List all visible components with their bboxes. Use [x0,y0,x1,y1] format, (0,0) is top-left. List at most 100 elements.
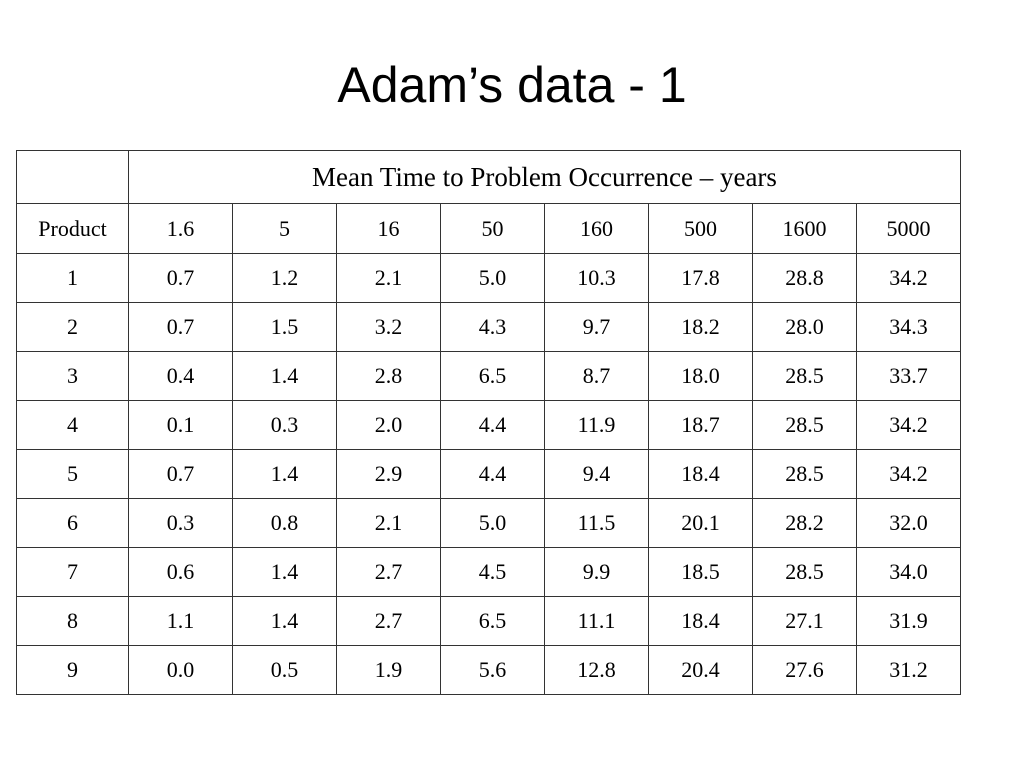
value-cell: 4.4 [440,400,545,450]
value-cell: 4.5 [440,547,545,597]
column-header: 160 [544,203,649,254]
column-header: 5000 [856,203,961,254]
value-cell: 3.2 [336,302,441,352]
value-cell: 9.4 [544,449,649,499]
value-cell: 12.8 [544,645,649,695]
value-cell: 9.7 [544,302,649,352]
value-cell: 11.9 [544,400,649,450]
value-cell: 34.0 [856,547,961,597]
value-cell: 34.2 [856,449,961,499]
value-cell: 0.6 [128,547,233,597]
column-header: 5 [232,203,337,254]
value-cell: 28.0 [752,302,857,352]
product-cell: 6 [16,498,129,548]
table-row: 8 1.1 1.4 2.7 6.5 11.1 18.4 27.1 31.9 [16,596,961,646]
slide-title: Adam’s data - 1 [337,57,687,113]
value-cell: 0.1 [128,400,233,450]
value-cell: 4.4 [440,449,545,499]
value-cell: 27.6 [752,645,857,695]
table-row: 2 0.7 1.5 3.2 4.3 9.7 18.2 28.0 34.3 [16,302,961,352]
value-cell: 20.1 [648,498,753,548]
value-cell: 1.4 [232,547,337,597]
value-cell: 2.7 [336,547,441,597]
value-cell: 0.8 [232,498,337,548]
product-cell: 3 [16,351,129,401]
value-cell: 2.1 [336,253,441,303]
value-cell: 32.0 [856,498,961,548]
table-body: Mean Time to Problem Occurrence – years … [16,150,961,695]
value-cell: 10.3 [544,253,649,303]
value-cell: 1.1 [128,596,233,646]
value-cell: 18.0 [648,351,753,401]
product-cell: 2 [16,302,129,352]
table-row: 1 0.7 1.2 2.1 5.0 10.3 17.8 28.8 34.2 [16,253,961,303]
value-cell: 18.5 [648,547,753,597]
product-cell: 5 [16,449,129,499]
value-cell: 28.5 [752,449,857,499]
product-cell: 4 [16,400,129,450]
product-cell: 7 [16,547,129,597]
value-cell: 1.2 [232,253,337,303]
table-row: 9 0.0 0.5 1.9 5.6 12.8 20.4 27.6 31.2 [16,645,961,695]
data-table: Mean Time to Problem Occurrence – years … [16,150,961,695]
column-header: Product [16,203,129,254]
value-cell: 6.5 [440,351,545,401]
value-cell: 34.3 [856,302,961,352]
value-cell: 2.0 [336,400,441,450]
value-cell: 0.3 [232,400,337,450]
value-cell: 34.2 [856,400,961,450]
value-cell: 33.7 [856,351,961,401]
value-cell: 2.8 [336,351,441,401]
value-cell: 1.9 [336,645,441,695]
value-cell: 28.2 [752,498,857,548]
value-cell: 6.5 [440,596,545,646]
value-cell: 11.5 [544,498,649,548]
value-cell: 27.1 [752,596,857,646]
value-cell: 5.6 [440,645,545,695]
value-cell: 20.4 [648,645,753,695]
value-cell: 2.9 [336,449,441,499]
value-cell: 18.4 [648,596,753,646]
value-cell: 1.5 [232,302,337,352]
column-header: 1600 [752,203,857,254]
column-header-row: Product 1.6 5 16 50 160 500 1600 5000 [16,203,961,254]
value-cell: 2.7 [336,596,441,646]
value-cell: 18.4 [648,449,753,499]
table-row: 3 0.4 1.4 2.8 6.5 8.7 18.0 28.5 33.7 [16,351,961,401]
column-header: 16 [336,203,441,254]
value-cell: 31.9 [856,596,961,646]
value-cell: 1.4 [232,351,337,401]
value-cell: 9.9 [544,547,649,597]
table-row: 7 0.6 1.4 2.7 4.5 9.9 18.5 28.5 34.0 [16,547,961,597]
table-row: 5 0.7 1.4 2.9 4.4 9.4 18.4 28.5 34.2 [16,449,961,499]
value-cell: 28.5 [752,400,857,450]
value-cell: 1.4 [232,596,337,646]
value-cell: 4.3 [440,302,545,352]
value-cell: 18.7 [648,400,753,450]
value-cell: 31.2 [856,645,961,695]
product-cell: 8 [16,596,129,646]
value-cell: 8.7 [544,351,649,401]
value-cell: 0.4 [128,351,233,401]
value-cell: 28.8 [752,253,857,303]
value-cell: 2.1 [336,498,441,548]
value-cell: 0.7 [128,253,233,303]
table-row: 4 0.1 0.3 2.0 4.4 11.9 18.7 28.5 34.2 [16,400,961,450]
value-cell: 1.4 [232,449,337,499]
value-cell: 5.0 [440,498,545,548]
group-header-row: Mean Time to Problem Occurrence – years [16,150,961,204]
value-cell: 0.7 [128,449,233,499]
value-cell: 0.7 [128,302,233,352]
value-cell: 28.5 [752,351,857,401]
group-header: Mean Time to Problem Occurrence – years [128,150,961,204]
product-cell: 9 [16,645,129,695]
column-header: 1.6 [128,203,233,254]
column-header: 50 [440,203,545,254]
value-cell: 11.1 [544,596,649,646]
column-header: 500 [648,203,753,254]
value-cell: 34.2 [856,253,961,303]
value-cell: 0.0 [128,645,233,695]
value-cell: 5.0 [440,253,545,303]
value-cell: 0.3 [128,498,233,548]
